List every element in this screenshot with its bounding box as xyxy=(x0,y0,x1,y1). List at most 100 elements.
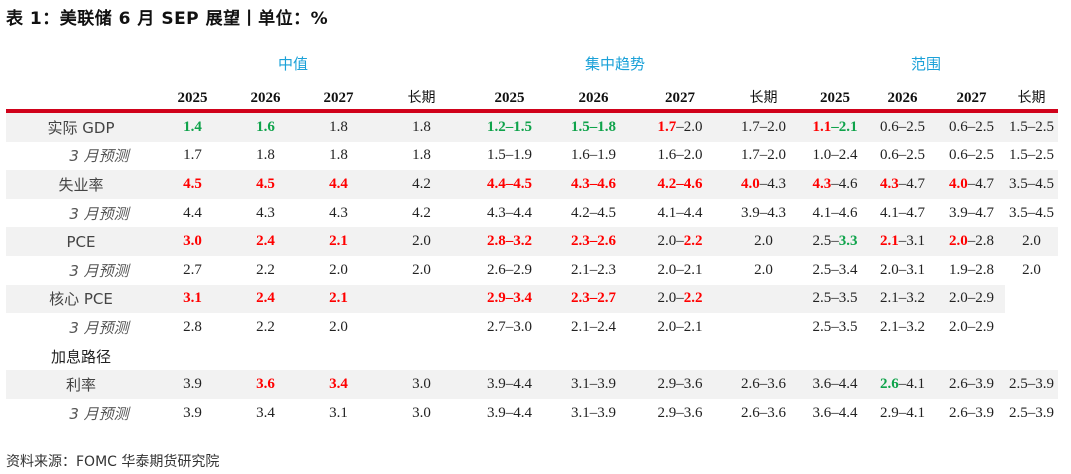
value-text: 2.2 xyxy=(256,261,275,278)
table-cell: 2.0 xyxy=(375,227,468,256)
value-text: 2.5– xyxy=(812,233,839,250)
value-text: 4.3–4.4 xyxy=(487,204,532,221)
value-text: 2.0 xyxy=(1022,261,1041,278)
row-label: PCE xyxy=(6,227,156,256)
table-cell: 2.6–3.9 xyxy=(938,370,1005,399)
green-highlighted-value: –2.1 xyxy=(831,118,858,135)
value-text: –2.8 xyxy=(967,233,994,250)
value-text: 2.0– xyxy=(657,233,684,250)
table-cell: 2.6–3.9 xyxy=(938,399,1005,428)
table-cell: 2.9–3.6 xyxy=(636,370,724,399)
value-text: 1.8 xyxy=(329,147,348,164)
value-text: 0.6–2.5 xyxy=(880,147,925,164)
red-highlighted-value: 2.8–3.2 xyxy=(487,233,532,250)
table-cell: 1.8 xyxy=(302,111,375,142)
red-highlighted-value: 2.1 xyxy=(880,233,899,250)
group-header: 中值 xyxy=(277,55,308,73)
row-label: 3 月预测 xyxy=(69,261,129,280)
value-text: 2.6–3.6 xyxy=(741,376,786,393)
table-cell: 4.3–4.6 xyxy=(551,170,636,199)
value-text: 2.0 xyxy=(754,233,773,250)
red-highlighted-value: 3.0 xyxy=(183,233,202,250)
red-highlighted-value: 4.5 xyxy=(256,175,275,192)
column-header: 2027 xyxy=(938,84,1005,113)
red-highlighted-value: 2.2 xyxy=(683,233,703,250)
march-projection-row: 3 月预测 2.8 2.2 2.0 2.7–3.0 2.1–2.4 2.0–2.1 2.5–3… xyxy=(6,313,1058,342)
red-highlighted-value: 2.2 xyxy=(683,290,703,307)
group-header: 范围 xyxy=(910,55,941,73)
value-text: 4.2 xyxy=(412,204,431,221)
table-cell: 3.6–4.4 xyxy=(803,399,867,428)
value-text: 2.6–2.9 xyxy=(487,261,532,278)
table-cell: 2.2 xyxy=(229,256,302,285)
value-text: 2.0 xyxy=(1022,233,1041,250)
value-text: 4.2 xyxy=(412,175,431,192)
value-text: 4.2–4.5 xyxy=(571,204,616,221)
table-cell: 3.9–4.3 xyxy=(724,199,803,228)
column-header: 2025 xyxy=(156,84,229,113)
value-text: 2.5–3.5 xyxy=(812,290,858,307)
green-highlighted-value: 1.6 xyxy=(256,118,275,135)
table-cell: 2.1–3.2 xyxy=(867,313,938,342)
table-row: 利率 3.9 3.6 3.4 3.0 3.9–4.4 3.1–3.9 2.9–3.6 2.6–3… xyxy=(6,370,1058,399)
table-row: 失业率 4.5 4.5 4.4 4.2 4.4–4.5 4.3–4.6 4.2–4.6 4.0–… xyxy=(6,170,1058,199)
table-cell xyxy=(636,341,724,371)
table-cell: 2.0–2.9 xyxy=(938,313,1005,342)
value-text: 2.9–3.6 xyxy=(657,376,703,393)
march-projection-row: 3 月预测 4.4 4.3 4.3 4.2 4.3–4.4 4.2–4.5 4.1–4.4 3.… xyxy=(6,199,1058,228)
table-cell: 4.5 xyxy=(229,170,302,199)
table-cell xyxy=(803,341,867,371)
table-cell: 0.6–2.5 xyxy=(867,142,938,171)
column-header-row: 2025 2026 2027 长期 2025 2026 2027 长期 2025 2026 2027… xyxy=(6,84,1058,113)
table-cell: 3.0 xyxy=(375,399,468,428)
red-highlighted-value: 2.4 xyxy=(256,233,275,250)
table-cell: 4.3 xyxy=(302,199,375,228)
value-text: –4.3 xyxy=(759,175,786,192)
table-cell: 1.8 xyxy=(375,111,468,142)
table-cell: 1.8 xyxy=(302,142,375,171)
value-text: 4.3 xyxy=(329,204,348,221)
table-cell: 4.2 xyxy=(375,199,468,228)
value-text: 2.0 xyxy=(412,233,431,250)
table-cell: 3.0 xyxy=(156,227,229,256)
red-highlighted-value: 4.0 xyxy=(949,175,968,192)
table-cell: 3.9–4.4 xyxy=(468,370,551,399)
column-header: 长期 xyxy=(375,84,468,113)
table-cell: 3.1 xyxy=(156,284,229,314)
table-title: 表 1：美联储 6 月 SEP 展望丨单位：% xyxy=(6,9,329,29)
value-text: –4.7 xyxy=(967,175,994,192)
value-text: 2.9–3.6 xyxy=(657,404,703,421)
table-cell: 2.1 xyxy=(302,227,375,256)
value-text: 2.0 xyxy=(412,261,431,278)
table-cell: 0.6–2.5 xyxy=(938,142,1005,171)
green-highlighted-value: 1.4 xyxy=(183,118,202,135)
table-cell: 4.4 xyxy=(156,199,229,228)
table-cell: 2.9–4.1 xyxy=(867,399,938,428)
value-text: 1.9–2.8 xyxy=(949,261,994,278)
value-text: 3.9–4.4 xyxy=(487,376,532,393)
table-cell: 3.4 xyxy=(302,370,375,399)
table-cell: 3.4 xyxy=(229,399,302,428)
value-text: 3.1–3.9 xyxy=(571,404,616,421)
table-cell xyxy=(938,341,1005,371)
value-text: 3.6–4.4 xyxy=(812,404,858,421)
table-cell: 4.3–4.7 xyxy=(867,170,938,199)
row-label: 3 月预测 xyxy=(69,147,129,166)
table-cell: 2.0 xyxy=(302,256,375,285)
value-text: –4.7 xyxy=(898,175,925,192)
table-cell: 3.6–4.4 xyxy=(803,370,867,399)
value-text: 2.7–3.0 xyxy=(487,318,532,335)
table-row: 核心 PCE 3.1 2.4 2.1 2.9–3.4 2.3–2.7 2.0–2.2 2.5–… xyxy=(6,284,1058,314)
table-cell: 2.6–3.6 xyxy=(724,399,803,428)
red-highlighted-value: 3.6 xyxy=(256,376,275,393)
table-row: PCE 3.0 2.4 2.1 2.0 2.8–3.2 2.3–2.6 2.0–2.2 2.0 2… xyxy=(6,227,1058,256)
table-cell xyxy=(1005,284,1058,314)
value-text: 3.5–4.5 xyxy=(1009,175,1054,192)
red-highlighted-value: 4.2–4.6 xyxy=(657,175,703,192)
red-highlighted-value: 4.0 xyxy=(741,175,760,192)
march-projection-row: 3 月预测 2.7 2.2 2.0 2.0 2.6–2.9 2.1–2.3 2.0–2.1 2.… xyxy=(6,256,1058,285)
row-label: 3 月预测 xyxy=(69,318,129,337)
table-cell: 2.0–2.1 xyxy=(636,256,724,285)
value-text: 3.1–3.9 xyxy=(571,376,616,393)
value-text: 3.9–4.7 xyxy=(949,204,994,221)
